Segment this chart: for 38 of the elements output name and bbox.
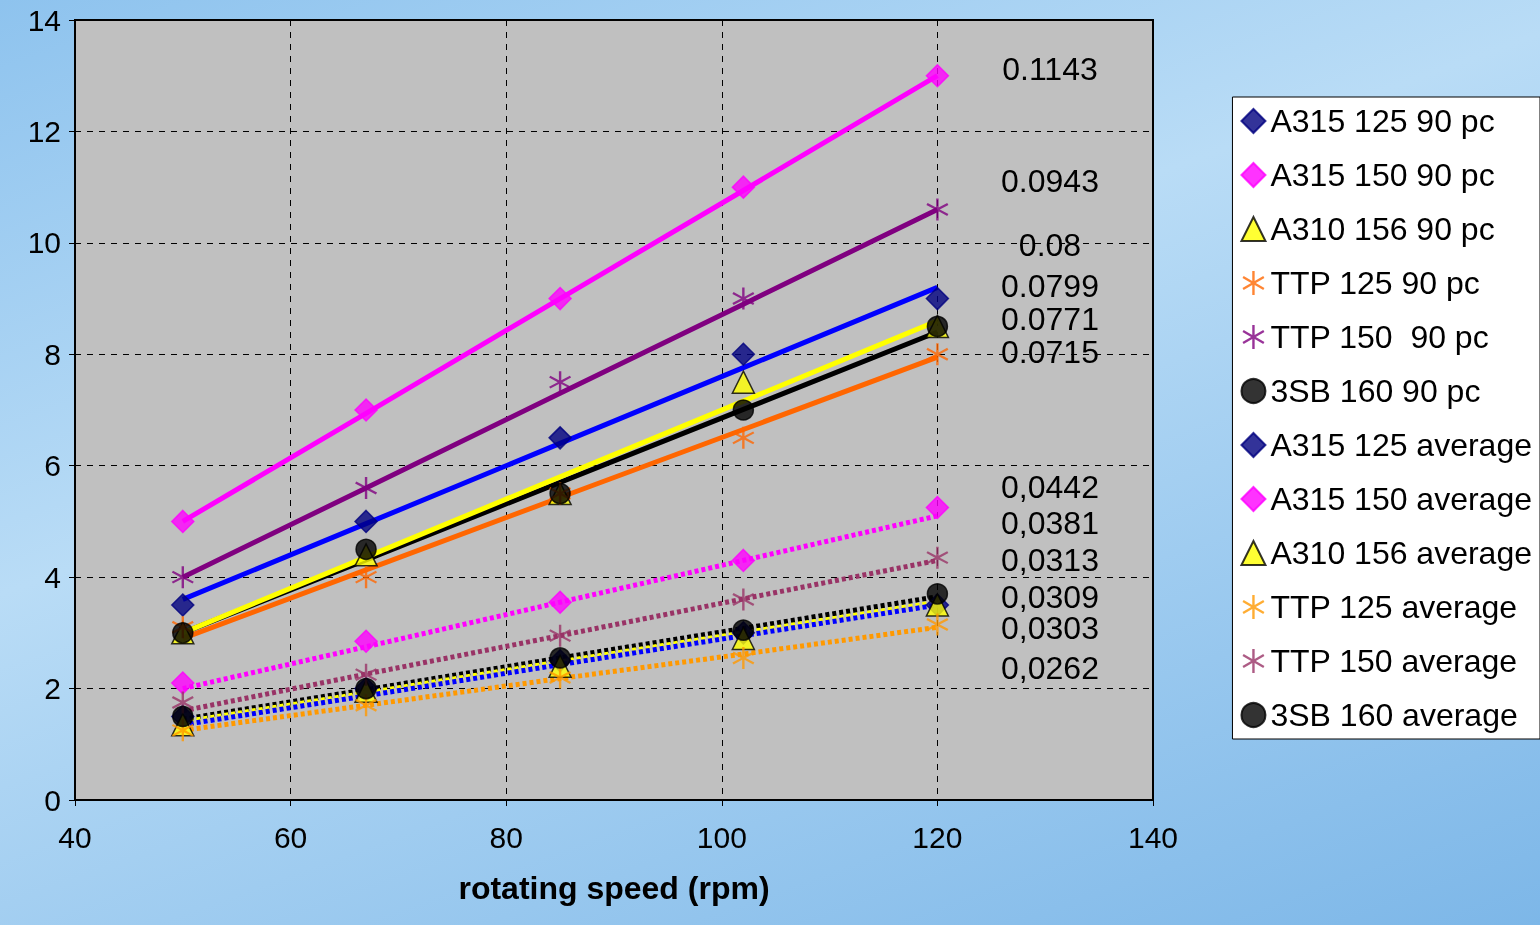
annotation: 0,0309	[1001, 579, 1099, 615]
annotation: 0.0771	[1001, 301, 1099, 337]
annotation: 0.0943	[1001, 163, 1099, 199]
x-tick-label: 40	[58, 820, 92, 854]
annotation: 0,0262	[1001, 650, 1099, 686]
legend-label: A315 125 average	[1270, 427, 1532, 463]
y-tick-label: 10	[27, 226, 61, 260]
y-tick-label: 14	[27, 3, 61, 37]
annotation: 0.1143	[1002, 51, 1098, 87]
annotation: 0.0715	[1001, 334, 1099, 370]
annotation: 0.0799	[1001, 268, 1099, 304]
legend-label: A315 150 90 pc	[1270, 157, 1495, 193]
y-tick-label: 6	[44, 449, 61, 483]
x-tick-label: 100	[696, 820, 747, 854]
legend-label: A315 150 average	[1270, 481, 1532, 517]
x-axis-title: rotating speed (rpm)	[458, 870, 770, 906]
y-tick-label: 4	[44, 560, 61, 594]
y-tick-label: 0	[44, 783, 61, 817]
annotation: 0,0313	[1001, 542, 1099, 578]
y-tick-label: 12	[27, 114, 61, 148]
x-tick-label: 140	[1127, 820, 1179, 854]
legend-label: A310 156 90 pc	[1270, 211, 1495, 247]
y-tick-label: 8	[44, 337, 61, 371]
legend-label: TTP 125 average	[1270, 589, 1518, 625]
legend-label: A310 156 average	[1270, 535, 1532, 571]
annotation: 0,0442	[1001, 469, 1099, 505]
y-tick-label: 2	[44, 672, 61, 706]
annotation: 0.08	[1018, 227, 1082, 263]
x-tick-label: 120	[912, 820, 963, 854]
x-tick-label: 60	[273, 820, 308, 854]
legend-label: TTP 125 90 pc	[1270, 265, 1480, 301]
x-tick-label: 80	[489, 820, 523, 854]
annotation: 0,0381	[1001, 505, 1099, 541]
legend-label: A315 125 90 pc	[1270, 103, 1495, 139]
legend-label: TTP 150 average	[1270, 643, 1518, 679]
legend-label: TTP 150 90 pc	[1270, 319, 1489, 355]
legend-label: 3SB 160 average	[1270, 697, 1518, 733]
legend-label: 3SB 160 90 pc	[1270, 373, 1481, 409]
